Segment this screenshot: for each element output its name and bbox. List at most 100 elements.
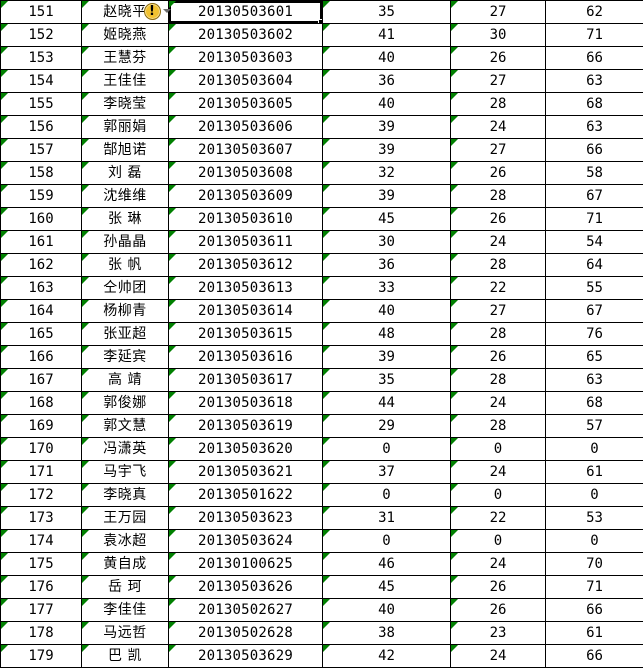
cell-v2[interactable]: 22: [451, 277, 546, 300]
cell-id[interactable]: 20130503606: [169, 116, 323, 139]
cell-v2[interactable]: 24: [451, 231, 546, 254]
cell-v2[interactable]: 26: [451, 208, 546, 231]
cell-id[interactable]: 20130503604: [169, 70, 323, 93]
cell-v3[interactable]: 66: [546, 645, 643, 668]
cell-seq[interactable]: 151: [1, 1, 82, 24]
cell-v2[interactable]: 24: [451, 461, 546, 484]
cell-id[interactable]: 20130503608: [169, 162, 323, 185]
cell-v3[interactable]: 0: [546, 438, 643, 461]
cell-name[interactable]: 郭文慧: [82, 415, 169, 438]
cell-name[interactable]: 张亚超: [82, 323, 169, 346]
cell-id[interactable]: 20130100625: [169, 553, 323, 576]
cell-name[interactable]: 李晓真: [82, 484, 169, 507]
cell-name[interactable]: 姬晓燕: [82, 24, 169, 47]
cell-v1[interactable]: 40: [323, 300, 451, 323]
cell-v2[interactable]: 0: [451, 484, 546, 507]
cell-v2[interactable]: 27: [451, 300, 546, 323]
cell-v1[interactable]: 35: [323, 1, 451, 24]
cell-v3[interactable]: 63: [546, 70, 643, 93]
cell-v2[interactable]: 27: [451, 1, 546, 24]
cell-v3[interactable]: 71: [546, 24, 643, 47]
cell-v1[interactable]: 32: [323, 162, 451, 185]
cell-v1[interactable]: 48: [323, 323, 451, 346]
cell-id[interactable]: 20130503609: [169, 185, 323, 208]
cell-v2[interactable]: 26: [451, 576, 546, 599]
cell-name[interactable]: 李延宾: [82, 346, 169, 369]
cell-seq[interactable]: 161: [1, 231, 82, 254]
cell-v2[interactable]: 28: [451, 185, 546, 208]
cell-v3[interactable]: 66: [546, 599, 643, 622]
cell-v1[interactable]: 35: [323, 369, 451, 392]
cell-id[interactable]: 20130503615: [169, 323, 323, 346]
cell-name[interactable]: 张 琳: [82, 208, 169, 231]
cell-id[interactable]: 20130503607: [169, 139, 323, 162]
cell-v1[interactable]: 0: [323, 530, 451, 553]
cell-seq[interactable]: 179: [1, 645, 82, 668]
cell-v1[interactable]: 44: [323, 392, 451, 415]
cell-v3[interactable]: 53: [546, 507, 643, 530]
cell-v3[interactable]: 57: [546, 415, 643, 438]
cell-seq[interactable]: 152: [1, 24, 82, 47]
cell-name[interactable]: 王慧芬: [82, 47, 169, 70]
cell-id[interactable]: 20130503602: [169, 24, 323, 47]
cell-v3[interactable]: 65: [546, 346, 643, 369]
cell-seq[interactable]: 165: [1, 323, 82, 346]
cell-v3[interactable]: 68: [546, 392, 643, 415]
cell-v1[interactable]: 45: [323, 576, 451, 599]
cell-v2[interactable]: 27: [451, 70, 546, 93]
cell-v1[interactable]: 31: [323, 507, 451, 530]
cell-v2[interactable]: 26: [451, 47, 546, 70]
cell-id[interactable]: 20130503629: [169, 645, 323, 668]
cell-id[interactable]: 20130502628: [169, 622, 323, 645]
cell-v3[interactable]: 71: [546, 208, 643, 231]
cell-id[interactable]: 20130503611: [169, 231, 323, 254]
cell-v1[interactable]: 39: [323, 139, 451, 162]
cell-seq[interactable]: 156: [1, 116, 82, 139]
cell-v2[interactable]: 28: [451, 415, 546, 438]
cell-v2[interactable]: 24: [451, 553, 546, 576]
error-indicator-tag[interactable]: !: [144, 3, 171, 20]
cell-seq[interactable]: 173: [1, 507, 82, 530]
cell-name[interactable]: 仝帅团: [82, 277, 169, 300]
cell-seq[interactable]: 155: [1, 93, 82, 116]
cell-seq[interactable]: 172: [1, 484, 82, 507]
cell-v1[interactable]: 40: [323, 93, 451, 116]
cell-v3[interactable]: 66: [546, 47, 643, 70]
cell-seq[interactable]: 168: [1, 392, 82, 415]
cell-id[interactable]: 20130503612: [169, 254, 323, 277]
cell-seq[interactable]: 175: [1, 553, 82, 576]
cell-v1[interactable]: 37: [323, 461, 451, 484]
warning-exclamation-icon[interactable]: !: [144, 3, 161, 20]
selected-cell[interactable]: 20130503601: [169, 1, 323, 24]
cell-v2[interactable]: 26: [451, 162, 546, 185]
cell-id[interactable]: 20130503610: [169, 208, 323, 231]
cell-seq[interactable]: 163: [1, 277, 82, 300]
cell-v1[interactable]: 38: [323, 622, 451, 645]
cell-v3[interactable]: 71: [546, 576, 643, 599]
cell-name[interactable]: 李佳佳: [82, 599, 169, 622]
cell-v3[interactable]: 67: [546, 185, 643, 208]
cell-name[interactable]: 岳 珂: [82, 576, 169, 599]
cell-v3[interactable]: 54: [546, 231, 643, 254]
cell-seq[interactable]: 162: [1, 254, 82, 277]
cell-id[interactable]: 20130503620: [169, 438, 323, 461]
cell-seq[interactable]: 158: [1, 162, 82, 185]
cell-v3[interactable]: 70: [546, 553, 643, 576]
cell-v2[interactable]: 30: [451, 24, 546, 47]
